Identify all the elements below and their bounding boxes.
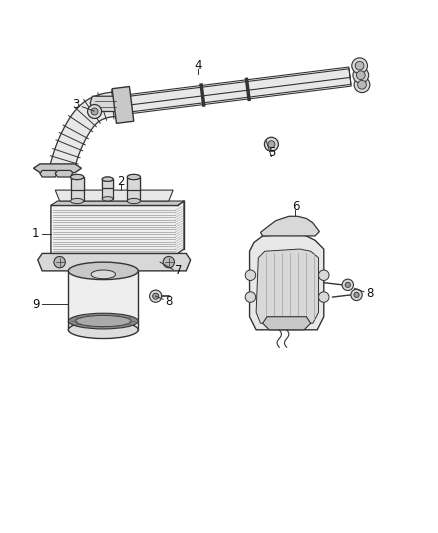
Polygon shape — [71, 177, 84, 201]
Ellipse shape — [68, 313, 138, 329]
Circle shape — [152, 293, 159, 299]
Circle shape — [163, 256, 174, 268]
Circle shape — [150, 290, 162, 302]
Text: 9: 9 — [33, 298, 40, 311]
Circle shape — [245, 270, 256, 280]
Circle shape — [357, 71, 365, 79]
Text: 6: 6 — [292, 200, 299, 213]
Polygon shape — [263, 317, 311, 330]
Text: 8: 8 — [165, 295, 173, 308]
Circle shape — [354, 292, 359, 297]
Polygon shape — [112, 86, 134, 123]
Ellipse shape — [127, 174, 141, 180]
Ellipse shape — [102, 177, 113, 181]
Polygon shape — [33, 164, 81, 173]
Circle shape — [352, 58, 367, 74]
Circle shape — [355, 61, 364, 70]
Circle shape — [54, 256, 65, 268]
Polygon shape — [127, 177, 141, 201]
Polygon shape — [90, 96, 119, 111]
Polygon shape — [55, 171, 73, 177]
Polygon shape — [68, 271, 138, 330]
Circle shape — [353, 67, 369, 83]
Polygon shape — [50, 92, 125, 172]
Polygon shape — [123, 76, 351, 113]
Circle shape — [88, 104, 102, 118]
Polygon shape — [122, 69, 350, 106]
Circle shape — [318, 270, 329, 280]
Ellipse shape — [102, 197, 113, 201]
Ellipse shape — [71, 174, 84, 180]
Text: 5: 5 — [268, 147, 275, 159]
Ellipse shape — [68, 321, 138, 338]
Ellipse shape — [75, 316, 131, 327]
Text: 4: 4 — [194, 59, 202, 72]
Circle shape — [351, 289, 362, 301]
Circle shape — [91, 108, 98, 115]
Ellipse shape — [91, 270, 116, 279]
Polygon shape — [250, 234, 324, 330]
Circle shape — [268, 141, 275, 148]
Circle shape — [245, 292, 256, 302]
Ellipse shape — [102, 177, 113, 181]
Ellipse shape — [127, 174, 141, 180]
Circle shape — [358, 80, 366, 89]
Polygon shape — [38, 253, 191, 271]
Text: 3: 3 — [73, 98, 80, 110]
Text: 8: 8 — [366, 287, 373, 300]
Polygon shape — [256, 249, 318, 323]
Polygon shape — [40, 171, 57, 177]
Text: 2: 2 — [117, 175, 124, 188]
Circle shape — [354, 77, 370, 93]
Polygon shape — [102, 179, 113, 199]
Ellipse shape — [71, 174, 84, 180]
Polygon shape — [127, 177, 141, 190]
Ellipse shape — [71, 198, 84, 204]
Ellipse shape — [68, 262, 138, 280]
Text: 1: 1 — [32, 227, 39, 240]
Polygon shape — [261, 216, 319, 236]
Circle shape — [342, 279, 353, 290]
Circle shape — [265, 138, 279, 151]
Polygon shape — [71, 177, 84, 190]
Polygon shape — [51, 201, 184, 205]
Text: 7: 7 — [175, 264, 183, 277]
Ellipse shape — [127, 198, 141, 204]
Polygon shape — [102, 179, 113, 188]
Polygon shape — [51, 201, 184, 253]
Circle shape — [345, 282, 350, 287]
Polygon shape — [55, 190, 173, 201]
Circle shape — [318, 292, 329, 302]
